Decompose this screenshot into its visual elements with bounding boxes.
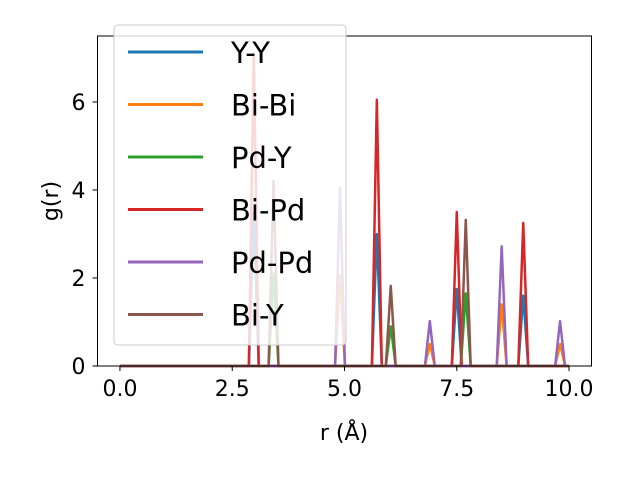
y-axis-ticks: 0 2 4 6 (72, 91, 98, 380)
y-tick-label: 2 (72, 267, 86, 292)
legend-label: Pd-Pd (231, 246, 313, 280)
x-axis-label: r (Å) (320, 419, 368, 446)
x-tick-label: 2.5 (215, 377, 250, 402)
x-tick-label: 7.5 (439, 377, 474, 402)
y-axis-label: g(r) (39, 181, 64, 221)
y-tick-label: 4 (72, 179, 86, 204)
x-tick-label: 5.0 (327, 377, 362, 402)
x-axis-ticks: 0.0 2.5 5.0 7.5 10.0 (102, 366, 594, 402)
legend-label: Y-Y (230, 36, 270, 70)
y-tick-label: 6 (72, 91, 86, 116)
x-tick-label: 0.0 (102, 377, 137, 402)
legend-box (113, 24, 347, 346)
legend-label: Bi-Bi (231, 89, 296, 123)
legend-label: Bi-Pd (231, 194, 305, 228)
legend-label: Bi-Y (231, 299, 284, 333)
legend-label: Pd-Y (231, 141, 292, 175)
legend: Y-Y Bi-Bi Pd-Y Bi-Pd Pd-Pd Bi-Y (113, 24, 347, 346)
x-tick-label: 10.0 (545, 377, 594, 402)
y-tick-label: 0 (72, 355, 86, 380)
